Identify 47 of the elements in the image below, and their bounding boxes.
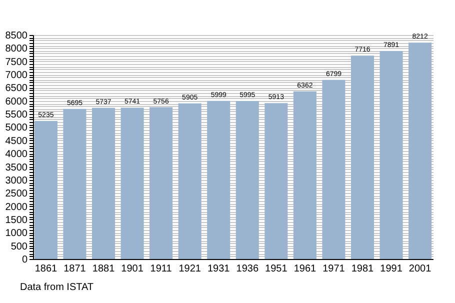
x-tick-label: 1911 bbox=[150, 264, 172, 274]
y-tick-label: 2000 bbox=[5, 202, 28, 213]
y-tick-label: 6000 bbox=[5, 96, 28, 108]
y-tick-label: 7500 bbox=[5, 56, 28, 68]
text: Data from ISTAT bbox=[20, 282, 94, 293]
bar bbox=[236, 101, 259, 259]
x-tick-label: 1951 bbox=[265, 264, 288, 274]
bar bbox=[34, 121, 58, 259]
x-tick-label: 1871 bbox=[64, 264, 86, 274]
x-tick-label: 1971 bbox=[322, 264, 346, 274]
bar bbox=[150, 107, 173, 259]
bar bbox=[207, 100, 230, 259]
y-tick-label: 7000 bbox=[5, 70, 28, 82]
y-tick-label: 0 bbox=[22, 254, 28, 266]
y-tick-label: 4000 bbox=[5, 149, 28, 160]
y-tick-label: 5000 bbox=[5, 122, 28, 134]
y-tick-label: 4500 bbox=[5, 136, 28, 147]
y-tick-label: 2500 bbox=[5, 188, 28, 200]
x-tick-label: 1961 bbox=[294, 264, 316, 274]
y-tick-label: 500 bbox=[10, 241, 28, 252]
bar bbox=[264, 103, 288, 259]
x-tick-label: 1901 bbox=[121, 264, 144, 274]
y-tick-label: 8000 bbox=[5, 44, 28, 55]
x-tick-label: 1921 bbox=[178, 264, 202, 274]
bar bbox=[380, 51, 403, 259]
bar bbox=[408, 42, 432, 259]
y-tick-label: 8500 bbox=[5, 30, 28, 42]
y-tick-label: 1500 bbox=[5, 214, 28, 226]
y-tick-label: 5500 bbox=[5, 110, 28, 121]
x-tick-label: 1881 bbox=[92, 264, 116, 274]
y-tick-label: 3500 bbox=[5, 162, 28, 174]
bar bbox=[322, 80, 346, 259]
bar bbox=[293, 91, 316, 259]
x-tick-label: 1981 bbox=[351, 264, 374, 274]
x-tick-label: 1931 bbox=[207, 264, 230, 274]
y-tick-label: 6500 bbox=[5, 83, 28, 94]
bar bbox=[92, 108, 116, 259]
bar bbox=[63, 108, 86, 259]
x-tick-label: 1991 bbox=[380, 264, 403, 274]
x-tick-label: 1861 bbox=[34, 264, 58, 274]
x-tick-label: 2001 bbox=[408, 264, 432, 274]
x-tick-label: 1936 bbox=[236, 264, 259, 274]
bar bbox=[350, 56, 374, 259]
bar bbox=[178, 103, 202, 259]
y-tick-label: 3000 bbox=[5, 175, 28, 186]
bar bbox=[120, 108, 144, 259]
y-tick-label: 1000 bbox=[5, 228, 28, 240]
